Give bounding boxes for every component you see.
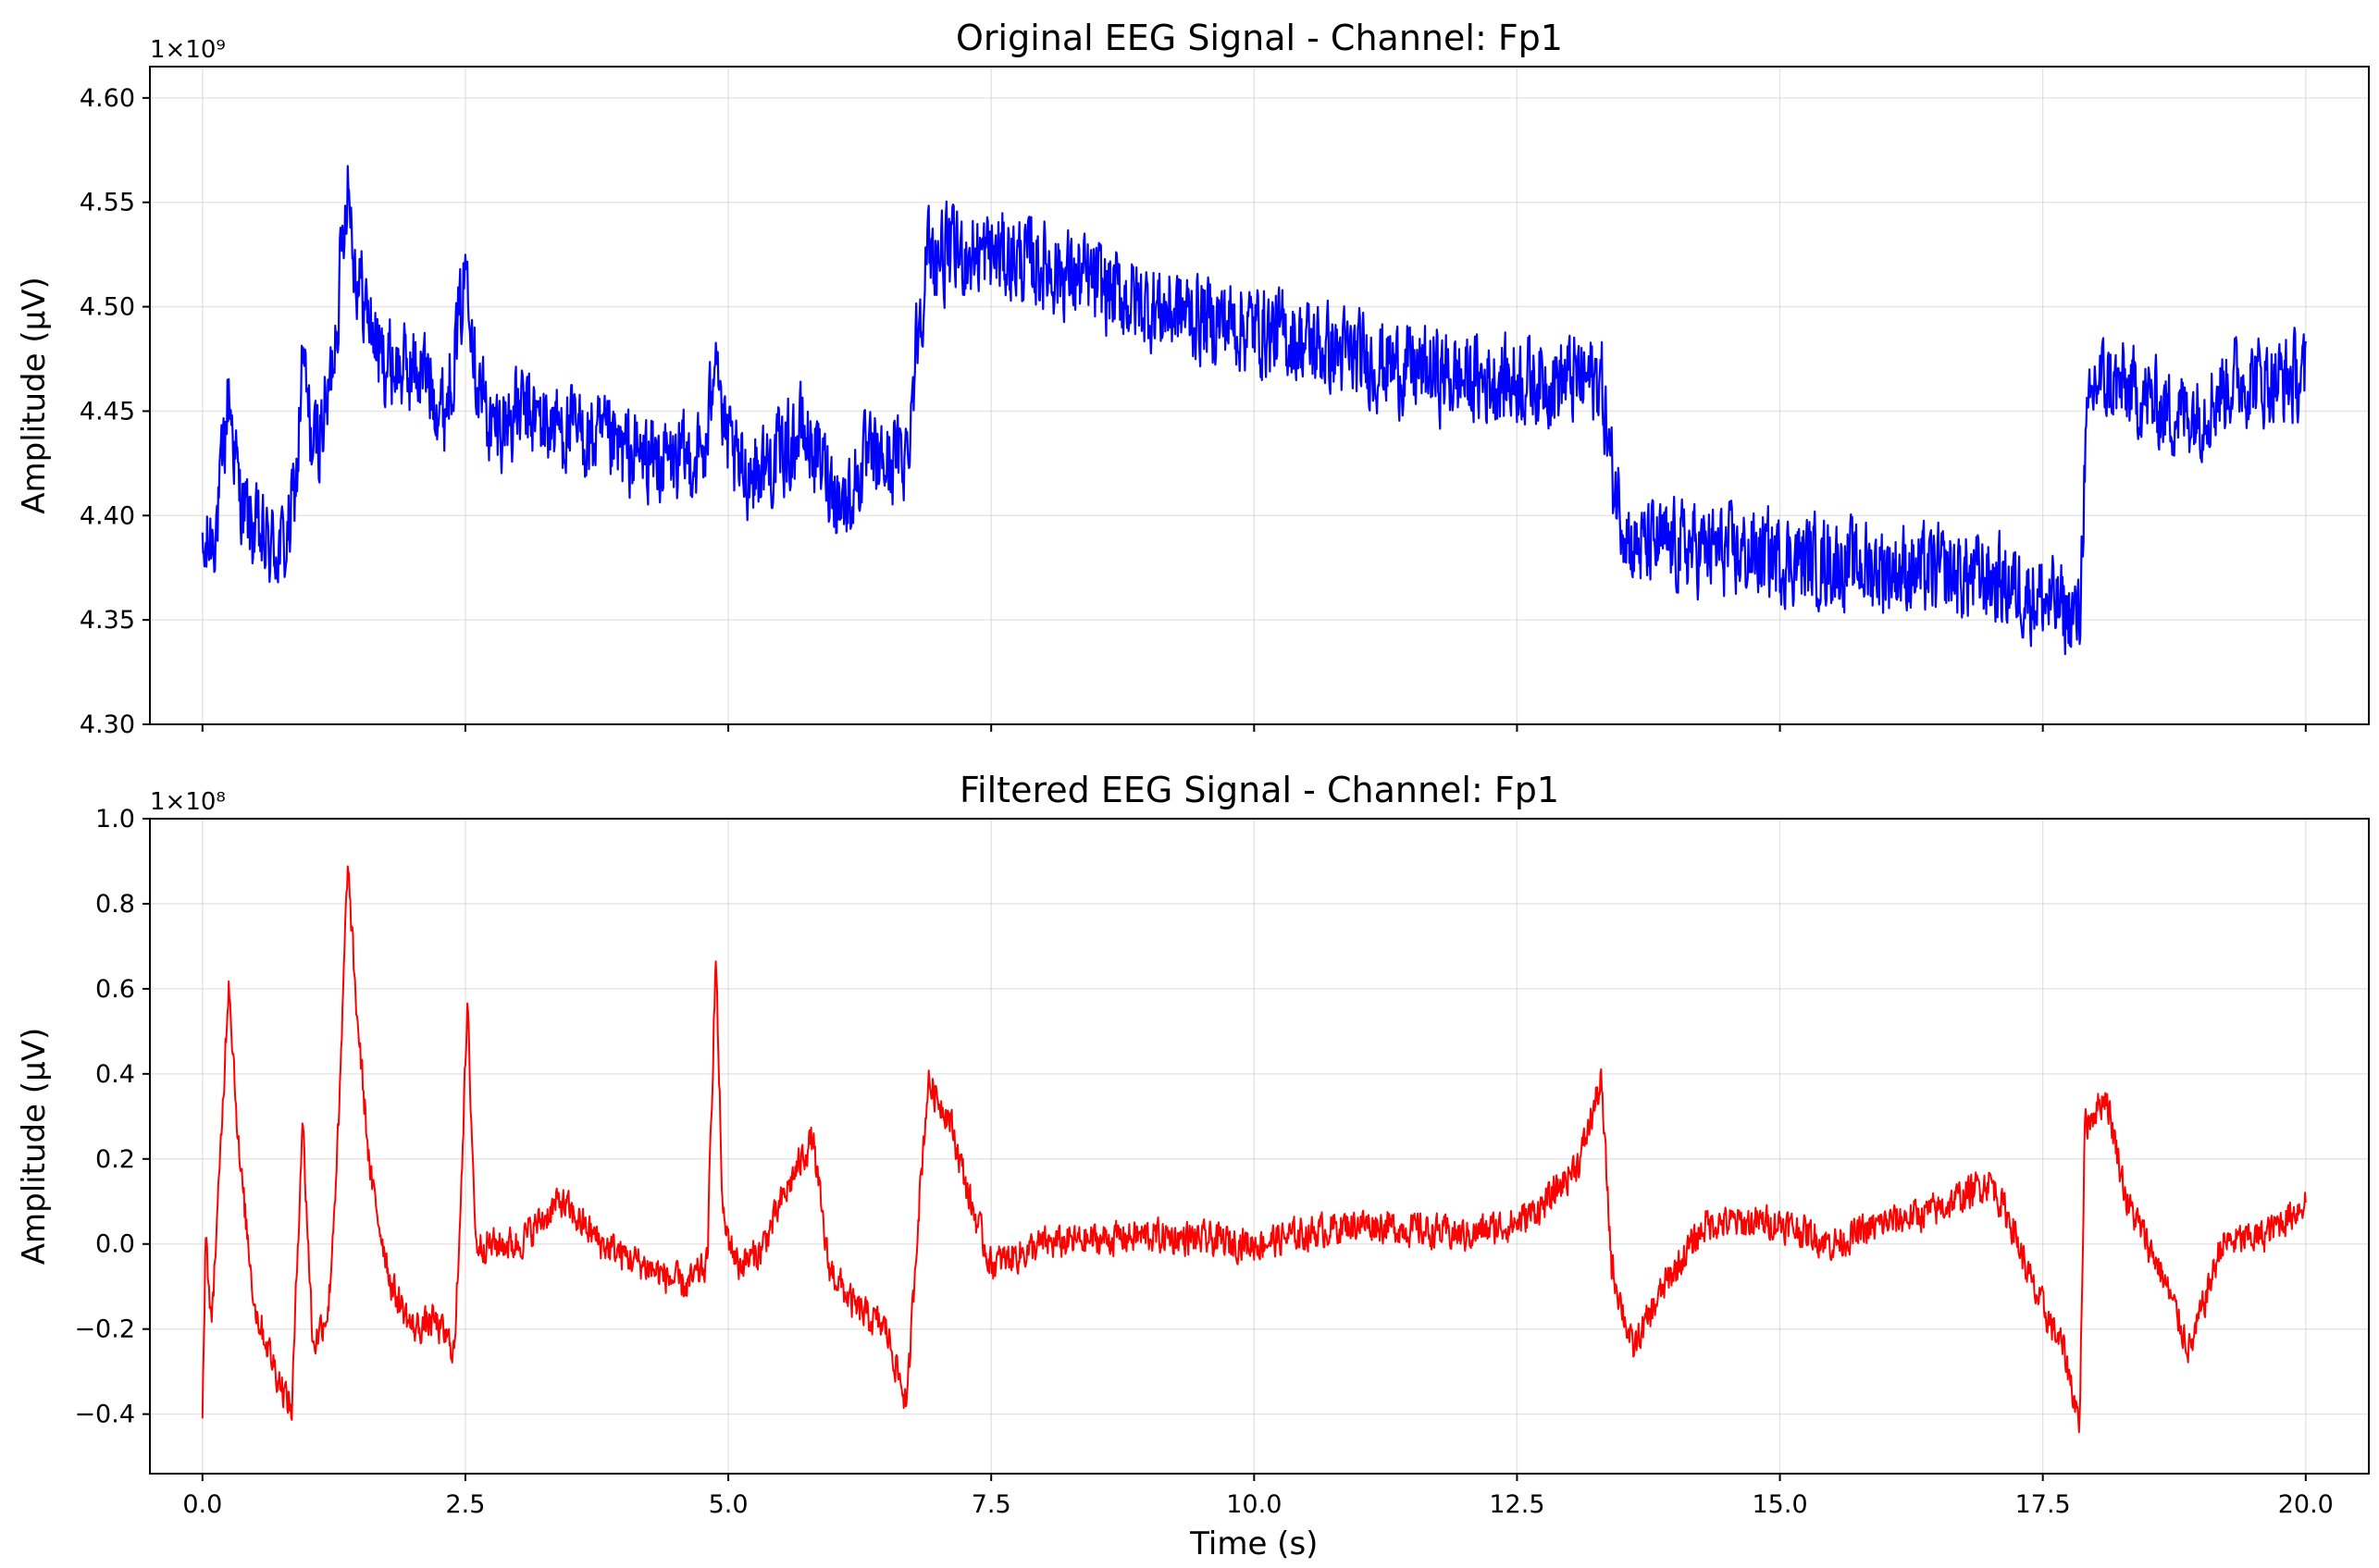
original-signal-panel: 4.30 4.35 4.40 4.45 4.50 4.55 4.60 Original EE… (16, 18, 2370, 739)
filtered-y-offset-label: 1×10⁸ (150, 788, 226, 816)
original-chart-title: Original EEG Signal - Channel: Fp1 (956, 18, 1563, 58)
x-tick-label: 12.5 (1489, 1490, 1544, 1519)
x-tick-label: 20.0 (2278, 1490, 2334, 1519)
time-x-axis-label: Time (s) (1189, 1525, 1318, 1562)
y-tick-label: 4.50 (80, 293, 135, 322)
x-tick-label: 5.0 (709, 1490, 749, 1519)
filtered-signal-panel: 0.0 2.5 5.0 7.5 10.0 12.5 15.0 17.5 20.0 −0.4−0.… (16, 770, 2370, 1562)
x-tick-label: 0.0 (182, 1490, 222, 1519)
filtered-grid (150, 818, 2369, 1474)
original-y-offset-label: 1×10⁹ (150, 36, 226, 64)
series-line (201, 865, 2307, 1434)
y-tick-label: −0.2 (74, 1315, 135, 1344)
original-y-axis-label: Amplitude (μV) (16, 277, 53, 513)
y-tick-label: 0.2 (95, 1145, 135, 1174)
filtered-plot-frame (149, 818, 2370, 1475)
original-y-ticks: 4.30 4.35 4.40 4.45 4.50 4.55 4.60 (80, 84, 150, 739)
filtered-x-ticks: 0.0 2.5 5.0 7.5 10.0 12.5 15.0 17.5 20.0 (182, 1474, 2334, 1519)
y-tick-label: 4.35 (80, 606, 135, 635)
y-tick-label: 4.45 (80, 397, 135, 426)
y-tick-label: 1.0 (95, 805, 135, 833)
original-plot-frame (149, 66, 2370, 725)
y-tick-label: 0.8 (95, 890, 135, 919)
filtered-y-axis-label: Amplitude (μV) (16, 1028, 53, 1265)
series-line (201, 165, 2307, 656)
x-tick-label: 7.5 (972, 1490, 1011, 1519)
x-tick-label: 17.5 (2015, 1490, 2071, 1519)
original-x-ticks (201, 724, 2307, 732)
y-tick-label: −0.4 (74, 1401, 135, 1429)
filtered-y-ticks: −0.4 −0.2 0.0 0.2 0.4 0.6 0.8 1.0 (74, 805, 150, 1429)
x-tick-label: 10.0 (1226, 1490, 1282, 1519)
filtered-chart-title: Filtered EEG Signal - Channel: Fp1 (960, 770, 1559, 810)
original-signal-trace (201, 165, 2307, 656)
y-tick-label: 4.40 (80, 501, 135, 530)
y-tick-label: 4.55 (80, 189, 135, 217)
y-tick-label: 4.60 (80, 84, 135, 113)
y-tick-label: 4.30 (80, 710, 135, 739)
y-tick-label: 0.6 (95, 975, 135, 1004)
x-tick-label: 2.5 (445, 1490, 485, 1519)
y-tick-label: 0.0 (95, 1230, 135, 1259)
x-tick-label: 15.0 (1753, 1490, 1808, 1519)
y-tick-label: 0.4 (95, 1060, 135, 1089)
filtered-signal-trace (201, 865, 2307, 1434)
